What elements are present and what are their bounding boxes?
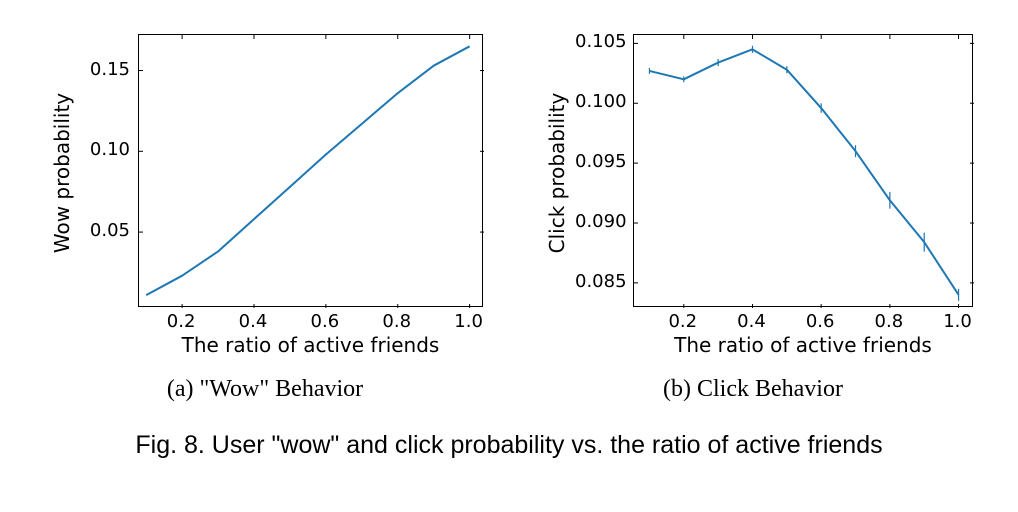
panel-a-xtick-label: 0.6 <box>311 313 340 331</box>
panels-row: Wow probability The ratio of active frie… <box>0 0 1018 403</box>
panel-a-xtick-label: 0.4 <box>239 313 268 331</box>
panel-a-subtitle: (a) "Wow" Behavior <box>30 376 500 403</box>
panel-b-ylabel: Click probability <box>545 73 569 273</box>
figure-caption: Fig. 8. User "wow" and click probability… <box>0 431 1018 460</box>
panel-b-xlabel: The ratio of active friends <box>633 333 973 357</box>
panel-b-ytick-label: 0.095 <box>575 153 625 171</box>
panel-b-ytick-label: 0.105 <box>575 33 625 51</box>
figure-caption-text: User "wow" and click probability vs. the… <box>212 431 883 459</box>
panel-a-line <box>146 46 469 295</box>
panel-b-subtitle: (b) Click Behavior <box>518 376 988 403</box>
panel-a-xtick-label: 1.0 <box>454 313 483 331</box>
panel-b-plot-frame: Click probability The ratio of active fr… <box>518 20 988 370</box>
panel-a: Wow probability The ratio of active frie… <box>30 20 500 403</box>
panel-b-svg <box>634 35 974 308</box>
panel-b-xtick-label: 0.2 <box>668 313 697 331</box>
panel-b-xtick-label: 0.8 <box>875 313 904 331</box>
panel-b-xtick-label: 0.4 <box>737 313 766 331</box>
panel-b-ytick-label: 0.100 <box>575 93 625 111</box>
panel-b: Click probability The ratio of active fr… <box>518 20 988 403</box>
panel-a-xtick-label: 0.2 <box>167 313 196 331</box>
panel-b-xtick-label: 1.0 <box>943 313 972 331</box>
figure-caption-prefix: Fig. 8. <box>135 431 211 459</box>
panel-b-ytick-label: 0.090 <box>575 213 625 231</box>
panel-a-xtick-label: 0.8 <box>382 313 411 331</box>
panel-b-xtick-label: 0.6 <box>806 313 835 331</box>
panel-a-plot-area <box>138 34 483 307</box>
figure-8: Wow probability The ratio of active frie… <box>0 0 1018 512</box>
panel-a-ytick-label: 0.15 <box>80 61 130 79</box>
panel-a-svg <box>139 35 484 308</box>
panel-a-xlabel: The ratio of active friends <box>138 333 483 357</box>
panel-a-ytick-label: 0.05 <box>80 222 130 240</box>
panel-a-plot-frame: Wow probability The ratio of active frie… <box>30 20 500 370</box>
panel-b-plot-area <box>633 34 973 307</box>
panel-b-ytick-label: 0.085 <box>575 273 625 291</box>
panel-a-ytick-label: 0.10 <box>80 141 130 159</box>
panel-a-ylabel: Wow probability <box>50 73 74 273</box>
panel-b-line <box>649 49 958 294</box>
